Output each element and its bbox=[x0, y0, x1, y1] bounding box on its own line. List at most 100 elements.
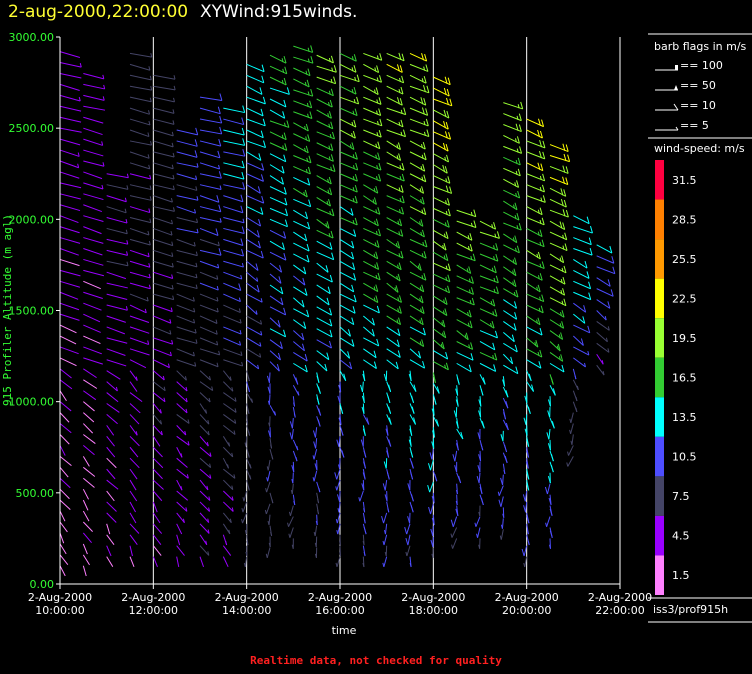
barb-20-1950 bbox=[526, 228, 543, 238]
barb-half-17-1630 bbox=[468, 289, 471, 294]
barb-flag-20-1830-0 bbox=[537, 251, 541, 260]
barb-8-2190 bbox=[246, 184, 261, 194]
barb-16-2540 bbox=[433, 120, 449, 130]
barb-flag-12-630-0 bbox=[334, 472, 338, 480]
barb-flag-19-2100-0 bbox=[514, 202, 518, 210]
barb-17-1510 bbox=[456, 308, 472, 318]
x-tick-date-1: 2-Aug-2000 bbox=[121, 591, 185, 604]
barb-19-1620 bbox=[503, 288, 519, 298]
barb-half-5-450 bbox=[185, 507, 188, 512]
barb-10-2410 bbox=[293, 144, 309, 154]
barb-flag-20-930-0 bbox=[523, 417, 527, 425]
barb-flag-11-1580-0 bbox=[326, 297, 330, 306]
barb-half-18-1930 bbox=[494, 233, 497, 238]
barb-half-2-1530 bbox=[125, 306, 128, 311]
barb-half-14-2190 bbox=[398, 187, 401, 192]
barb-0-1480 bbox=[59, 313, 80, 321]
barb-half-1-2440 bbox=[101, 141, 104, 146]
barb-2-630 bbox=[106, 468, 116, 480]
barb-half-5-870 bbox=[184, 430, 187, 436]
legend-flag-0 bbox=[675, 65, 678, 70]
barb-flag-18-1690-0 bbox=[495, 275, 499, 283]
barb-7-450 bbox=[222, 501, 234, 512]
barb-half-8-1410 bbox=[260, 331, 263, 336]
barb-half-6-210 bbox=[207, 551, 210, 556]
barb-flag-6-2430-0 bbox=[218, 138, 222, 147]
barb-half-2-2190 bbox=[126, 185, 129, 190]
barb-5-1170 bbox=[176, 370, 187, 381]
barb-flag-8-2010-0 bbox=[258, 218, 262, 227]
barb-flag-14-810-0 bbox=[388, 439, 392, 447]
barb-5-330 bbox=[176, 523, 183, 535]
barb-half-12-2490 bbox=[351, 133, 354, 138]
barb-4-1770 bbox=[153, 260, 174, 268]
barb-11-1580 bbox=[316, 295, 330, 306]
barb-half-9-500 bbox=[271, 498, 274, 504]
barb-7-810 bbox=[222, 436, 231, 447]
barb-3-1170 bbox=[129, 370, 138, 381]
barb-half-11-2360 bbox=[328, 156, 331, 161]
barb-18-1930 bbox=[479, 231, 500, 239]
barb-half-9-1040 bbox=[267, 400, 270, 405]
barb-5-1530 bbox=[176, 304, 195, 313]
barb-3-330 bbox=[129, 523, 140, 534]
barb-half-12-2610 bbox=[352, 110, 355, 115]
barb-12-2250 bbox=[339, 173, 358, 182]
barb-half-6-330 bbox=[207, 529, 210, 534]
barb-half-6-450 bbox=[208, 507, 211, 512]
barb-flag-23-1740-0 bbox=[612, 266, 616, 274]
barb-10-1210 bbox=[293, 362, 308, 373]
barb-half-13-2370 bbox=[375, 154, 378, 159]
barb-flag-16-2480-0 bbox=[448, 132, 452, 140]
barb-half-9-560 bbox=[265, 488, 268, 493]
barb-11-860 bbox=[314, 427, 318, 438]
barb-6-2370 bbox=[199, 151, 220, 159]
barb-half-12-210 bbox=[339, 551, 342, 557]
barb-0-460 bbox=[59, 499, 71, 510]
y-tick-label-1: 500.00 bbox=[16, 487, 55, 500]
barb-flag-19-2340-0 bbox=[517, 157, 521, 166]
barb-half-16-1820 bbox=[443, 255, 446, 260]
barb-flag-15-2490-0 bbox=[426, 129, 430, 137]
barb-half-10-2350 bbox=[306, 157, 309, 163]
barb-half-17-550 bbox=[455, 489, 458, 495]
barb-flag-12-2130-0 bbox=[354, 195, 358, 204]
barb-half-19-1980 bbox=[516, 225, 519, 230]
barb-6-570 bbox=[199, 479, 209, 491]
barb-half-3-2910 bbox=[150, 53, 153, 58]
barb-flag-11-2900-0 bbox=[330, 55, 334, 63]
barb-flag-15-270-0 bbox=[405, 537, 409, 546]
barb-flag-21-1210-0 bbox=[561, 364, 565, 373]
barb-half-20-1830 bbox=[536, 253, 539, 259]
x-tick-time-1: 12:00:00 bbox=[129, 604, 178, 617]
barb-6-930 bbox=[199, 414, 210, 425]
barb-flag-19-480-0 bbox=[498, 499, 502, 507]
barb-9-1640 bbox=[269, 284, 284, 295]
barb-flag-19-1140-0 bbox=[502, 379, 506, 387]
barb-flag-22-1420-0 bbox=[587, 325, 591, 333]
barb-half-5-1950 bbox=[196, 228, 199, 233]
barb-7-2190 bbox=[223, 184, 245, 190]
barb-flag-7-2310-0 bbox=[241, 160, 245, 168]
barb-flag-11-2180-0 bbox=[329, 187, 333, 195]
barb-23-1320 bbox=[596, 342, 610, 353]
barb-7-2610 bbox=[223, 107, 245, 114]
barb-half-15-2250 bbox=[421, 176, 424, 181]
barb-half-7-1470 bbox=[239, 319, 242, 324]
barb-1-1840 bbox=[83, 248, 103, 256]
barb-half-6-1110 bbox=[211, 386, 214, 391]
barb-0-2140 bbox=[59, 193, 81, 200]
barb-6-1830 bbox=[199, 249, 222, 256]
barb-half-18-250 bbox=[478, 544, 481, 549]
barb-half-9-2780 bbox=[281, 79, 284, 85]
barb-14-2910 bbox=[386, 52, 405, 62]
barb-flag-15-1350-0 bbox=[421, 339, 425, 347]
barb-half-11-2120 bbox=[326, 200, 329, 206]
barb-half-11-380 bbox=[315, 520, 318, 526]
barb-10-2650 bbox=[293, 100, 312, 109]
barb-flag-12-2370-0 bbox=[354, 152, 358, 160]
barb-8-150 bbox=[244, 556, 248, 568]
barb-flag-8-2130-0 bbox=[261, 196, 265, 204]
barb-20-1230 bbox=[526, 359, 542, 369]
barb-10-430 bbox=[289, 505, 294, 517]
